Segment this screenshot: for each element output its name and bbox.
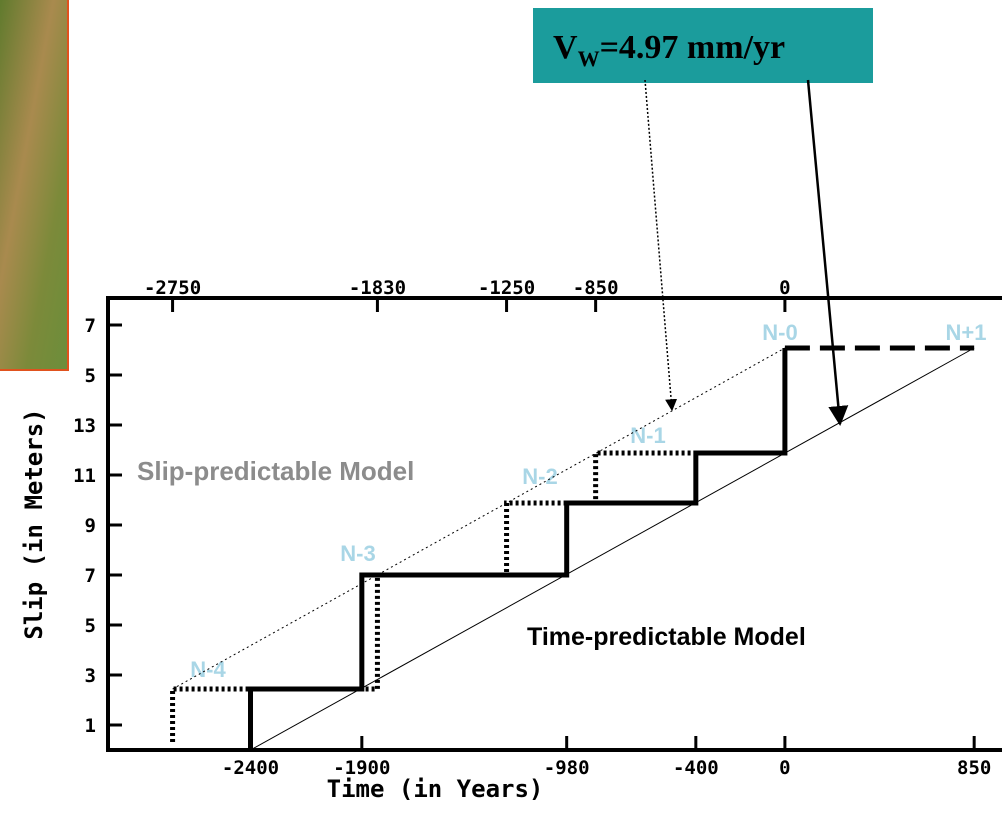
y-tick-label: 7 <box>85 565 96 587</box>
series-line <box>170 450 696 742</box>
annotation: N+1 <box>946 320 987 345</box>
series-line <box>250 347 975 751</box>
y-axis-label: Slip (in Meters) <box>20 408 48 639</box>
x2-tick-label: -1250 <box>478 277 535 299</box>
y-tick-label: 3 <box>85 665 96 687</box>
x2-tick-label: 0 <box>779 277 790 299</box>
y-tick-label: 1 <box>85 715 96 737</box>
x-tick-label: 0 <box>779 757 790 779</box>
y-tick-label: 13 <box>73 415 96 437</box>
photo <box>0 0 69 371</box>
x-axis-label: Time (in Years) <box>327 775 544 803</box>
x2-tick-label: -2750 <box>144 277 201 299</box>
y-tick-label: 11 <box>73 465 96 487</box>
arrow <box>644 79 678 412</box>
x-tick-label: -400 <box>673 757 719 779</box>
plot-frame <box>106 296 1002 752</box>
x-tick-label: -1900 <box>333 757 390 779</box>
label-box <box>533 8 873 83</box>
annotation: N-1 <box>630 423 665 448</box>
series-line <box>172 347 786 690</box>
y-tick-label: 9 <box>85 515 96 537</box>
x-tick-label: 850 <box>957 757 991 779</box>
annotation: N-0 <box>762 320 797 345</box>
annotation: N-2 <box>522 464 557 489</box>
x-tick-label: -2400 <box>222 757 279 779</box>
x-tick-label: -980 <box>544 757 590 779</box>
y-tick-label: 5 <box>85 615 96 637</box>
x2-tick-label: -1830 <box>349 277 406 299</box>
annotation: N-3 <box>340 541 375 566</box>
y-tick-label: 7 <box>85 315 96 337</box>
arrow <box>806 79 849 426</box>
box-label: VW=4.97 mm/yr <box>553 29 785 71</box>
model-label: Time-predictable Model <box>527 623 806 651</box>
y-tick-label: 5 <box>85 365 96 387</box>
x2-tick-label: -850 <box>573 277 619 299</box>
model-label: Slip-predictable Model <box>137 456 414 486</box>
